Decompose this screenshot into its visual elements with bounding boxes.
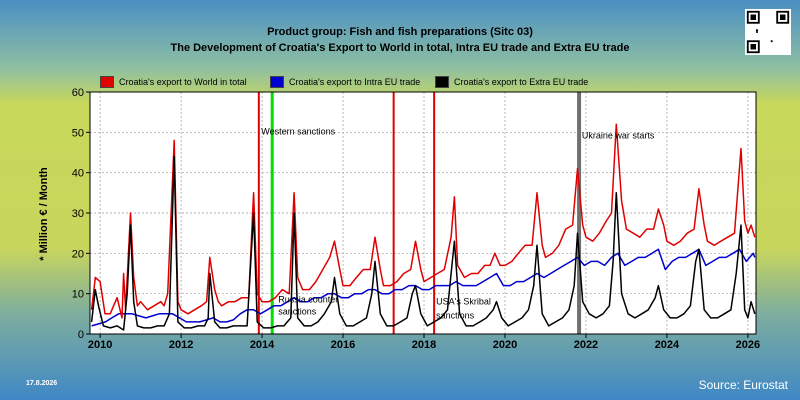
date-stamp: 17.8.2026 — [26, 380, 58, 387]
y-tick-label: 60 — [72, 87, 84, 99]
x-tick-label: 2010 — [88, 339, 112, 351]
annotation-label: Western sanctions — [261, 126, 335, 136]
y-tick-label: 20 — [72, 248, 84, 260]
legend-item-intra-eu: Croatia's export to Intra EU trade — [270, 75, 420, 89]
y-tick-label: 30 — [72, 208, 84, 220]
chart-subtitle: The Development of Croatia's Export to W… — [170, 42, 630, 54]
series-line-2 — [90, 155, 756, 331]
annotation-label: sanctions — [278, 307, 317, 317]
plot-frame — [89, 91, 757, 335]
source-label: Source: Eurostat — [698, 378, 788, 392]
y-tick-label: 40 — [72, 168, 84, 180]
annotation-label: sanctions — [436, 311, 475, 321]
annotation-label: Russia counter — [278, 295, 338, 305]
legend-label-world: Croatia's export to World in total — [119, 77, 247, 87]
chart-title: Product group: Fish and fish preparation… — [267, 26, 533, 38]
x-tick-label: 2016 — [331, 339, 355, 351]
x-tick-label: 2020 — [493, 339, 517, 351]
legend-item-extra-eu: Croatia's export to Extra EU trade — [435, 75, 588, 89]
x-tick-label: 2014 — [250, 339, 275, 351]
x-tick-label: 2012 — [169, 339, 193, 351]
legend-swatch-extra-eu — [435, 76, 449, 88]
x-tick-label: 2022 — [574, 339, 598, 351]
legend-label-extra-eu: Croatia's export to Extra EU trade — [454, 77, 589, 87]
annotation-label: Ukraine war starts — [582, 130, 655, 140]
x-tick-label: 2026 — [736, 339, 760, 351]
legend-swatch-intra-eu — [270, 76, 284, 88]
x-tick-label: 2024 — [655, 339, 680, 351]
y-tick-label: 50 — [72, 127, 84, 139]
legend-item-world: Croatia's export to World in total — [100, 75, 247, 89]
series-line-1 — [91, 248, 756, 327]
legend-label-intra-eu: Croatia's export to Intra EU trade — [289, 77, 421, 87]
y-tick-label: 10 — [72, 289, 84, 301]
qr-code-icon[interactable] — [745, 9, 791, 55]
series-line-0 — [90, 123, 756, 319]
legend-swatch-world — [100, 76, 114, 88]
chart-legend: Croatia's export to World in total Croat… — [0, 75, 800, 91]
annotation-label: USA's Skribal — [436, 297, 491, 307]
x-tick-label: 2018 — [412, 339, 436, 351]
y-tick-label: 0 — [78, 329, 84, 341]
